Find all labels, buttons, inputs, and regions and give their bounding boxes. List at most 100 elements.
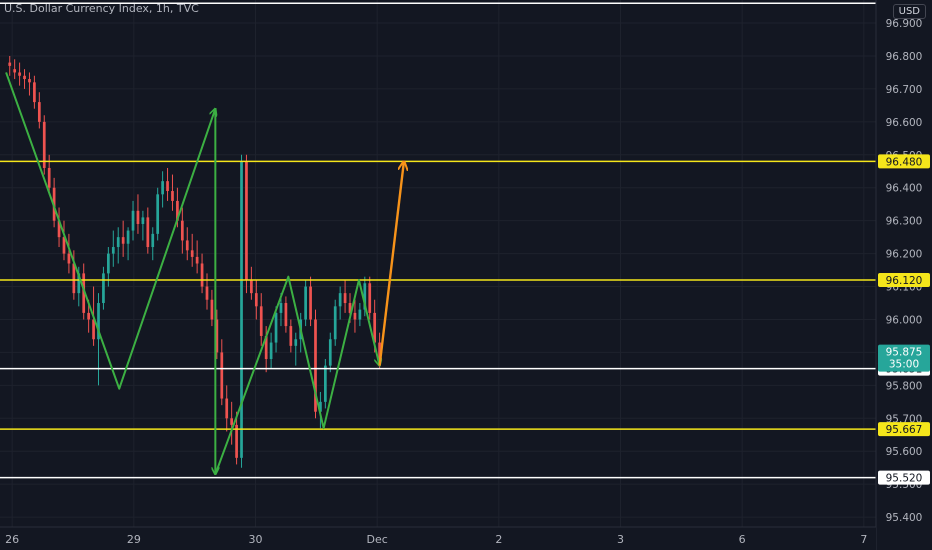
candle-body	[87, 312, 90, 320]
candle-body	[190, 250, 194, 257]
candle-body	[284, 303, 288, 327]
candle-body	[136, 210, 140, 224]
candle-body	[171, 191, 174, 201]
level-price-label: 95.520	[886, 473, 923, 485]
current-price-tag	[878, 344, 930, 372]
candle-body	[250, 279, 253, 294]
candle-body	[304, 286, 307, 320]
candle-body	[220, 352, 224, 399]
candle-body	[92, 319, 95, 340]
level-price-label: 95.667	[886, 424, 923, 436]
candle-body	[254, 293, 258, 307]
level-price-label: 96.480	[886, 156, 923, 168]
green-arrow	[214, 275, 379, 475]
candle-body	[269, 342, 273, 360]
time-tick-label: Dec	[367, 533, 388, 546]
candle-body	[82, 273, 86, 313]
price-tick-label: 96.300	[886, 216, 923, 228]
candle-body	[37, 102, 41, 122]
candle-body	[314, 319, 317, 412]
candle-body	[67, 253, 71, 264]
time-tick-label: 7	[860, 533, 867, 546]
candle-body	[353, 312, 357, 320]
candle-body	[156, 194, 160, 234]
price-tick-label: 96.600	[886, 117, 923, 129]
time-tick-label: 26	[5, 533, 19, 546]
candle-body	[23, 75, 26, 80]
candle-body	[373, 312, 377, 343]
candle-body	[195, 256, 199, 264]
candle-body	[210, 299, 214, 320]
level-price-label: 96.120	[886, 275, 923, 287]
candle-body	[131, 210, 135, 231]
candle-body	[200, 263, 204, 287]
candle-body	[185, 240, 189, 251]
candle-body	[151, 233, 155, 248]
grid	[0, 0, 876, 527]
candle-body	[77, 273, 81, 294]
price-tick-label: 96.400	[886, 183, 923, 195]
candle-body	[72, 263, 76, 294]
candle-body	[328, 339, 332, 366]
level-price-tag	[878, 154, 930, 169]
candle-body	[33, 82, 36, 103]
candle-body	[121, 237, 125, 244]
candle-body	[205, 286, 209, 300]
candle-body	[102, 273, 105, 304]
green-arrow	[5, 72, 215, 390]
candle-body	[368, 283, 372, 313]
candle-body	[259, 306, 263, 336]
price-tick-label: 95.800	[886, 380, 923, 392]
candle-body	[8, 62, 12, 66]
time-axis[interactable]: 26 29 30 Dec 2 3 6 7	[0, 526, 876, 550]
current-price-label: 95.875	[886, 347, 923, 359]
candle-body	[107, 253, 110, 274]
time-tick-label: 6	[739, 533, 746, 546]
candle-body	[146, 217, 150, 248]
bar-countdown-label: 35:00	[889, 359, 919, 371]
time-axis-bg	[0, 527, 876, 550]
candle-body	[18, 72, 21, 76]
time-tick-label: 29	[127, 533, 141, 546]
candle-body	[230, 418, 234, 425]
candle-body	[363, 283, 367, 310]
price-axis[interactable]: 96.90096.80096.70096.60096.50096.40096.3…	[875, 0, 932, 550]
price-tick-label: 96.000	[886, 314, 923, 326]
candle-body	[62, 237, 66, 254]
candle-body	[294, 339, 298, 346]
candle-body	[235, 424, 238, 458]
time-tick-label: 3	[617, 533, 624, 546]
level-price-tag	[878, 272, 930, 287]
candle-body	[323, 365, 327, 402]
trend-arrows	[5, 72, 404, 475]
candle-body	[116, 237, 120, 248]
horizontal-levels	[0, 2, 876, 479]
currency-button[interactable]: USD	[892, 4, 926, 19]
candle-body	[111, 247, 115, 254]
candle-body	[338, 293, 342, 307]
candle-body	[279, 303, 283, 313]
candle-body	[166, 181, 169, 192]
candle-body	[97, 303, 100, 340]
price-tick-label: 96.900	[886, 18, 923, 30]
price-tick-label: 96.200	[886, 249, 923, 261]
candle-body	[348, 303, 352, 313]
candle-body	[245, 161, 248, 280]
candle-body	[28, 79, 31, 83]
candle-body	[378, 342, 381, 360]
candle-body	[274, 312, 278, 343]
candle-body	[309, 286, 312, 320]
candle-body	[126, 230, 130, 244]
time-tick-label: 30	[249, 533, 263, 546]
candle-body	[13, 69, 17, 73]
level-price-tag	[878, 422, 930, 437]
chart-title: U.S. Dollar Currency Index, 1h, TVC	[4, 2, 199, 15]
price-tick-label: 96.800	[886, 51, 923, 63]
candle-body	[47, 167, 51, 188]
candle-body	[319, 401, 322, 412]
candles	[8, 55, 381, 468]
price-tick-label: 95.400	[886, 512, 923, 524]
candle-body	[240, 161, 243, 458]
